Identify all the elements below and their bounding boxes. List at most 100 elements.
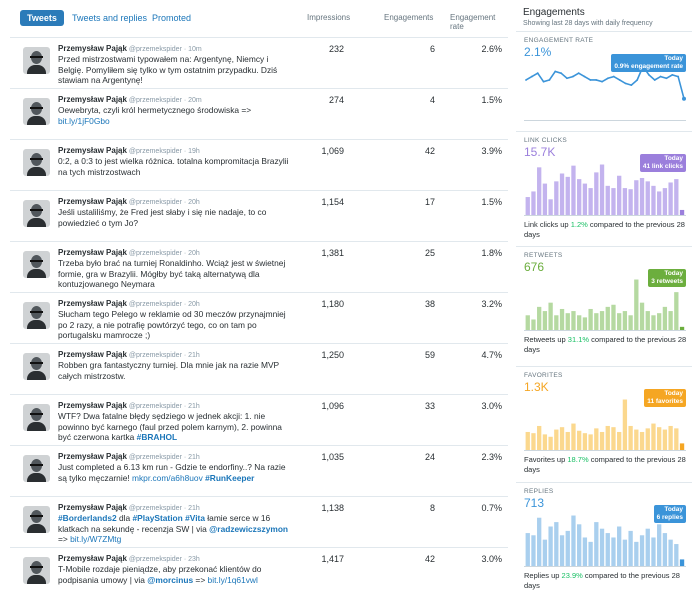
column-header-engagements[interactable]: Engagements: [384, 13, 434, 22]
tweet-author-name[interactable]: Przemysław Pająk: [58, 44, 127, 53]
avatar[interactable]: [23, 353, 50, 380]
metric-value: 1.3K: [524, 380, 549, 394]
metric-point: [659, 75, 662, 78]
avatar[interactable]: [23, 455, 50, 482]
metric-bar: [531, 535, 536, 566]
engagements-value: 59: [424, 350, 435, 360]
tweet-author-name[interactable]: Przemysław Pająk: [58, 299, 127, 308]
metric-chart[interactable]: [524, 275, 686, 330]
tweet-handle-time: @przemekspider · 21h: [126, 505, 200, 512]
avatar[interactable]: [23, 98, 50, 125]
tweet-entity-link[interactable]: #Vita: [185, 513, 205, 523]
tweet-author-name[interactable]: Przemysław Pająk: [58, 146, 127, 155]
metric-footer: Link clicks up 1.2% compared to the prev…: [524, 220, 689, 239]
metric-bar: [622, 399, 628, 450]
metric-chart[interactable]: [524, 511, 686, 566]
avatar[interactable]: [23, 200, 50, 227]
metric-point: [665, 77, 668, 80]
metric-bar: [542, 539, 548, 566]
avatar[interactable]: [23, 404, 50, 431]
impressions-value: 1,154: [321, 197, 344, 207]
metric-chart[interactable]: [524, 395, 686, 450]
tweet-entity-link[interactable]: @morcinus: [147, 574, 194, 585]
table-row[interactable]: Przemysław Pająk @przemekspider · 10m Prz…: [10, 37, 508, 88]
metric-bar: [554, 181, 559, 215]
avatar[interactable]: [23, 506, 50, 533]
table-row[interactable]: Przemysław Pająk @przemekspider · 20h Jeś…: [10, 190, 508, 241]
tweet-link[interactable]: bit.ly/W7ZMtg: [70, 534, 122, 544]
tweet-link[interactable]: mkpr.com/a6h8uov: [132, 472, 203, 483]
metric-card-engagement-rate[interactable]: ENGAGEMENT RATE 2.1% Today 0.9% engagement …: [516, 31, 692, 131]
table-row[interactable]: Przemysław Pająk @przemekspider · 20h Trz…: [10, 241, 508, 292]
avatar[interactable]: [23, 47, 50, 74]
table-row[interactable]: Przemysław Pająk @przemekspider · 21h WTF…: [10, 394, 508, 445]
chart-axis: [524, 215, 686, 216]
metric-value: 15.7K: [524, 145, 556, 159]
engagements-value: 24: [424, 452, 435, 462]
column-header-engagement-rate[interactable]: Engagement rate: [450, 13, 496, 31]
tweet-entity-link[interactable]: @radzewiczszymon: [209, 523, 289, 534]
metric-chart[interactable]: [524, 160, 686, 215]
avatar-part: [27, 422, 46, 431]
metric-chart[interactable]: [524, 60, 686, 120]
table-row[interactable]: Przemysław Pająk @przemekspider · 23h T-M…: [10, 547, 508, 598]
table-row[interactable]: Przemysław Pająk @przemekspider · 20h Słu…: [10, 292, 508, 343]
metric-point: [601, 80, 603, 83]
tab-promoted[interactable]: Promoted: [152, 13, 192, 23]
tweet-handle-time: @przemekspider · 21h: [126, 454, 200, 461]
metric-point: [536, 72, 539, 75]
metric-point: [636, 79, 639, 81]
metric-card-retweets[interactable]: RETWEETS 676 Today 3 retweets Retweets up 31…: [516, 246, 692, 366]
metric-bar: [622, 188, 628, 215]
tweet-link[interactable]: bit.ly/1jF0Gbo: [58, 115, 110, 126]
tweet-author-name[interactable]: Przemysław Pająk: [58, 452, 127, 461]
metric-bar: [565, 176, 570, 215]
avatar[interactable]: [23, 302, 50, 329]
engagement-rate-value: 2.3%: [481, 452, 502, 462]
tweet-entity-link[interactable]: #RunKeeper: [205, 472, 255, 483]
table-row[interactable]: Przemysław Pająk @przemekspider · 20m Oew…: [10, 88, 508, 139]
avatar-part: [27, 65, 46, 74]
tweet-text: Jeśli ustaliliśmy, że Fred jest słaby i …: [58, 207, 290, 228]
tweet-author-name[interactable]: Przemysław Pająk: [58, 554, 127, 563]
tab-tweets-and-replies[interactable]: Tweets and replies: [72, 13, 148, 23]
metric-bar: [525, 197, 530, 215]
tweet-author-name[interactable]: Przemysław Pająk: [58, 95, 127, 104]
table-row[interactable]: Przemysław Pająk @przemekspider · 21h Rob…: [10, 343, 508, 394]
table-row[interactable]: Przemysław Pająk @przemekspider · 19h 0:2…: [10, 139, 508, 190]
tweet-link[interactable]: bit.ly/1q61vwl: [207, 574, 258, 585]
metric-bar: [599, 431, 605, 450]
tweet-author-name[interactable]: Przemysław Pająk: [58, 401, 127, 410]
engagement-rate-value: 4.7%: [481, 350, 502, 360]
metric-bar: [662, 188, 668, 215]
tab-tweets[interactable]: Tweets: [20, 10, 64, 26]
metric-card-link-clicks[interactable]: LINK CLICKS 15.7K Today 41 link clicks Link …: [516, 131, 692, 246]
metric-bar: [542, 434, 548, 450]
metric-label: REPLIES: [524, 488, 554, 495]
tweet-author-name[interactable]: Przemysław Pająk: [58, 248, 127, 257]
metric-bar: [565, 431, 570, 450]
metric-bar: [599, 528, 605, 566]
tweet-entity-link[interactable]: #PlayStation: [132, 513, 183, 523]
tweet-author-name[interactable]: Przemysław Pająk: [58, 503, 127, 512]
metric-bar: [548, 302, 553, 330]
tweet-author-name[interactable]: Przemysław Pająk: [58, 197, 127, 206]
column-header-impressions[interactable]: Impressions: [307, 13, 351, 22]
footer-text: Favorites up: [524, 455, 568, 464]
metric-card-replies[interactable]: REPLIES 713 Today 6 replies Replies up 23.9%…: [516, 482, 692, 601]
metric-card-favorites[interactable]: FAVORITES 1.3K Today 11 favorites Favorites …: [516, 366, 692, 482]
table-row[interactable]: Przemysław Pająk @przemekspider · 21h #Bo…: [10, 496, 508, 547]
tweet-author-name[interactable]: Przemysław Pająk: [58, 350, 127, 359]
table-row[interactable]: Przemysław Pająk @przemekspider · 21h Jus…: [10, 445, 508, 496]
tweet-entity-link[interactable]: #Borderlands2: [58, 513, 117, 523]
metric-bar: [651, 423, 656, 450]
avatar[interactable]: [23, 557, 50, 584]
metric-point: [566, 77, 568, 80]
avatar[interactable]: [23, 251, 50, 278]
metric-bar: [577, 179, 582, 215]
tweet-entity-link[interactable]: #BRAHOL: [136, 432, 178, 442]
tweet-header: Przemysław Pająk @przemekspider · 21h: [58, 452, 200, 461]
tweet-handle-time: @przemekspider · 23h: [126, 556, 200, 563]
avatar[interactable]: [23, 149, 50, 176]
tweet-text-segment: łamie serce w 16 klatkach na sekundę - r…: [58, 513, 271, 534]
